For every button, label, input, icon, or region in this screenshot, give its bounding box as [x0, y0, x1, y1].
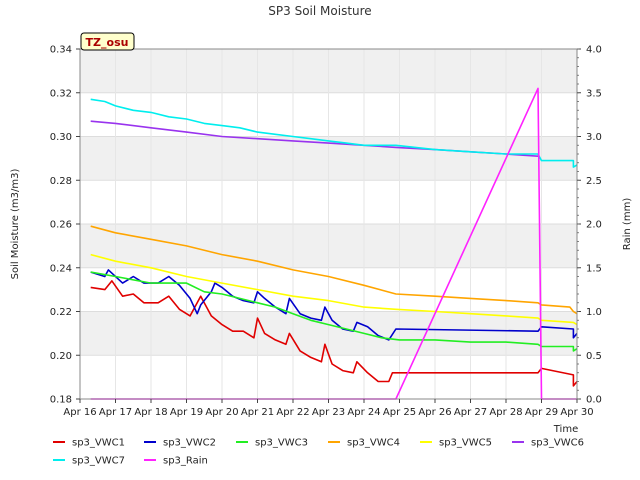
x-tick-label: Apr 24 [347, 407, 380, 418]
y-tick-label: 0.18 [50, 395, 72, 406]
site-badge: TZ_osu [80, 32, 135, 51]
x-tick-label: Apr 18 [134, 407, 167, 418]
legend-label: sp3_VWC2 [163, 438, 216, 449]
y2-tick-label: 3.5 [586, 88, 602, 99]
x-tick-label: Apr 30 [560, 407, 593, 418]
x-tick-label: Apr 17 [99, 407, 132, 418]
y-tick-label: 0.20 [50, 351, 72, 362]
legend-label: sp3_VWC3 [255, 438, 308, 449]
y-tick-label: 0.34 [50, 45, 72, 56]
series-line-sp3_VWC7 [90, 98, 578, 168]
x-tick-label: Apr 20 [205, 407, 238, 418]
y2-tick-label: 1.5 [586, 263, 602, 274]
legend-label: sp3_VWC7 [72, 456, 125, 467]
legend-item-sp3_VWC2: sp3_VWC2 [144, 438, 216, 449]
x-tick-label: Apr 29 [525, 407, 558, 418]
series-line-sp3_VWC5 [90, 253, 578, 326]
x-axis-title: Time [553, 424, 578, 435]
plot-area: Apr 16 Apr 17 Apr 18 Apr 19 Apr 20 Apr 21 Apr … [50, 45, 602, 419]
y2-axis-title: Rain (mm) [622, 198, 633, 251]
legend-item-sp3_VWC6: sp3_VWC6 [512, 438, 584, 449]
y-tick-label: 0.24 [50, 263, 72, 274]
legend-item-sp3_VWC3: sp3_VWC3 [236, 438, 308, 449]
y2-tick-label: 3.0 [586, 132, 602, 143]
x-tick-label: Apr 27 [454, 407, 487, 418]
x-tick-label: Apr 28 [489, 407, 522, 418]
x-tick-label: Apr 22 [276, 407, 309, 418]
legend-item-sp3_VWC4: sp3_VWC4 [328, 438, 400, 449]
x-tick-label: Apr 26 [418, 407, 451, 418]
legend-item-sp3_VWC5: sp3_VWC5 [420, 438, 492, 449]
legend-label: sp3_VWC4 [347, 438, 400, 449]
y-tick-label: 0.26 [50, 220, 72, 231]
y2-tick-label: 2.5 [586, 176, 602, 187]
series-line-sp3_VWC1 [90, 280, 578, 387]
legend-label: sp3_VWC5 [439, 438, 492, 449]
y2-tick-label: 0.5 [586, 351, 602, 362]
legend-label: sp3_Rain [163, 456, 208, 467]
legend-label: sp3_VWC6 [531, 438, 584, 449]
chart-title: SP3 Soil Moisture [268, 4, 371, 18]
legend-item-sp3_VWC1: sp3_VWC1 [53, 438, 125, 449]
y2-tick-label: 2.0 [586, 220, 602, 231]
y-tick-label: 0.28 [50, 176, 72, 187]
legend-item-sp3_Rain: sp3_Rain [144, 456, 208, 467]
y2-tick-label: 1.0 [586, 307, 602, 318]
y-tick-label: 0.32 [50, 88, 72, 99]
site-badge-label: TZ_osu [86, 36, 129, 49]
series-line-sp3_VWC3 [90, 271, 578, 352]
legend: sp3_VWC1 sp3_VWC2 sp3_VWC3 sp3_VWC4 sp3_VWC5… [53, 438, 584, 467]
y2-tick-label: 4.0 [586, 45, 602, 56]
legend-label: sp3_VWC1 [72, 438, 125, 449]
y2-tick-label: 0.0 [586, 395, 602, 406]
y-tick-label: 0.22 [50, 307, 72, 318]
x-tick-label: Apr 25 [383, 407, 416, 418]
x-tick-label: Apr 16 [63, 407, 96, 418]
x-tick-label: Apr 19 [170, 407, 203, 418]
series-line-sp3_VWC4 [90, 225, 578, 315]
y-tick-label: 0.30 [50, 132, 72, 143]
legend-item-sp3_VWC7: sp3_VWC7 [53, 456, 125, 467]
y-axis-title: Soil Moisture (m3/m3) [10, 169, 21, 280]
x-tick-label: Apr 21 [241, 407, 274, 418]
x-tick-label: Apr 23 [312, 407, 345, 418]
